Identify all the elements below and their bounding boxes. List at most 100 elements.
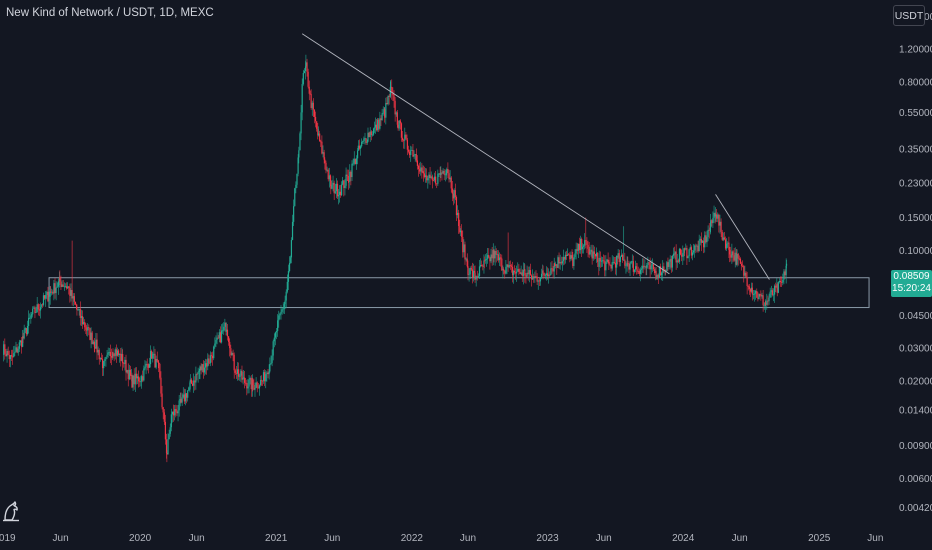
candle-body [62, 284, 64, 287]
candle-body [195, 374, 197, 383]
candle-body [581, 238, 583, 250]
candle-body [462, 236, 464, 253]
candle-body [492, 250, 494, 259]
tradingview-logo-icon[interactable] [2, 500, 22, 522]
candle-body [159, 363, 161, 378]
x-tick-label: 2022 [401, 533, 424, 544]
currency-button[interactable]: USDT [893, 5, 925, 26]
candle-body [334, 191, 336, 194]
time-axis[interactable]: 2019 Jun 2020 Jun 2021 Jun 2022 Jun 2023 Jun 2024 J… [0, 533, 883, 544]
candle-body [674, 251, 676, 255]
candle-body [9, 355, 12, 360]
candle-body [76, 308, 78, 310]
candle-body [51, 291, 53, 293]
candle-body [187, 390, 189, 398]
candle-body [678, 248, 681, 262]
candle-body [369, 131, 371, 138]
candle-body [647, 262, 649, 266]
candle-body [448, 173, 450, 180]
candle-body [708, 229, 710, 231]
candle-body [735, 252, 737, 265]
candle-body [216, 337, 218, 341]
candle-body [30, 315, 32, 318]
candle-body [502, 269, 504, 271]
candle-body [294, 188, 296, 207]
candle-body [39, 307, 42, 311]
candles-layer [3, 54, 788, 463]
candle-body [107, 352, 109, 355]
candle-body [611, 262, 613, 269]
candle-body [544, 274, 546, 276]
candle-body [681, 254, 683, 257]
candle-body [493, 250, 495, 259]
candle-body [176, 411, 178, 414]
candle-body [234, 370, 236, 373]
trendline[interactable] [715, 194, 770, 280]
candle-body [431, 176, 433, 181]
candle-body [614, 262, 617, 268]
candle-body [253, 385, 255, 390]
candle-body [546, 273, 549, 276]
candle-body [525, 275, 527, 277]
candle-body [202, 364, 204, 373]
candle-body [67, 286, 69, 289]
candle-body [751, 287, 753, 295]
candle-body [157, 361, 159, 363]
candle-body [645, 266, 647, 268]
candle-body [203, 367, 206, 373]
candle-body [491, 254, 493, 259]
candle-body [690, 247, 692, 256]
candle-body [670, 258, 672, 268]
candle-body [667, 262, 669, 267]
candle-body [340, 184, 343, 196]
candle-body [391, 86, 393, 93]
candle-body [282, 308, 284, 310]
candle-body [13, 353, 15, 358]
candle-body [45, 295, 47, 299]
candle-body [709, 227, 711, 231]
candle-body [138, 376, 140, 382]
candle-body [686, 248, 688, 259]
candle-body [605, 262, 607, 271]
candle-body [437, 173, 439, 184]
price-axis[interactable]: 1.800001.200000.800000.550000.350000.230… [899, 12, 932, 514]
candle-body [72, 296, 74, 299]
candle-body [65, 286, 68, 289]
candle-body [710, 220, 712, 228]
candle-body [57, 281, 59, 287]
candle-body [436, 183, 438, 185]
candle-body [64, 286, 67, 288]
candle-body [37, 304, 39, 310]
support-zone-rectangle[interactable] [48, 277, 870, 309]
candle-body [404, 134, 406, 141]
candle-body [347, 175, 349, 182]
trendline[interactable] [301, 33, 670, 275]
candle-body [92, 341, 94, 345]
candle-body [687, 256, 689, 259]
candle-body [56, 286, 58, 288]
candle-body [388, 96, 390, 97]
candle-body [10, 355, 13, 357]
candle-body [280, 311, 282, 314]
candle-body [128, 369, 130, 380]
candle-body [435, 176, 437, 184]
candle-body [214, 343, 216, 347]
candle-body [452, 193, 455, 199]
candle-body [721, 231, 723, 240]
candle-body [249, 378, 251, 380]
candle-body [497, 254, 500, 261]
candle-body [672, 253, 675, 256]
candle-body [775, 285, 777, 288]
candle-body [153, 353, 155, 355]
y-tick-label: 0.35000 [899, 145, 932, 156]
candle-body [506, 264, 508, 267]
candle-body [316, 121, 318, 129]
candle-body [70, 290, 72, 296]
candle-body [325, 162, 327, 171]
y-tick-label: 0.10000 [899, 246, 932, 257]
candle-body [174, 409, 176, 416]
candle-body [553, 263, 556, 266]
candle-body [372, 128, 375, 135]
candle-body [581, 246, 584, 250]
